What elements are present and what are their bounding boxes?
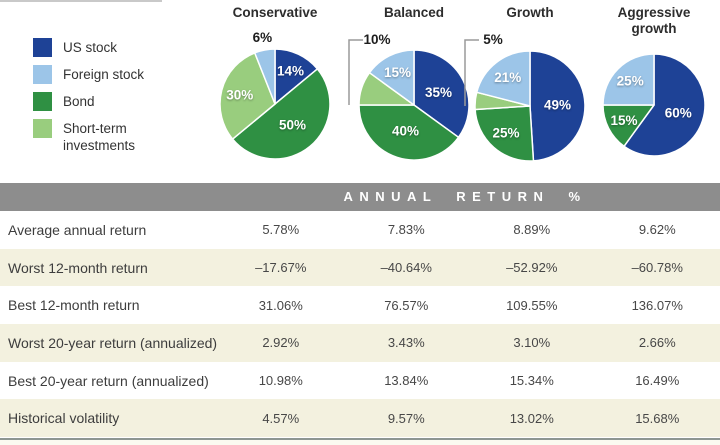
table-row-worst-20-year-return-annualized: Worst 20-year return (annualized) 2.92% 3.… — [0, 324, 720, 362]
legend-label: Short-term investments — [63, 121, 136, 153]
slice-label-bond: 40% — [392, 124, 419, 139]
outside-label-short-term-investments: 10% — [363, 32, 390, 47]
pie-chart-growth: 49% 25% 5% 21% — [464, 32, 586, 162]
row-value-conservative: 4.57% — [262, 410, 300, 426]
legend-label: Foreign stock — [63, 67, 145, 82]
row-value-balanced: –40.64% — [380, 260, 432, 276]
pie-chart-balanced: 35% 40% 10% 15% — [348, 32, 470, 161]
row-label: Best 20-year return (annualized) — [8, 372, 209, 389]
row-value-aggressive-growth: 16.49% — [635, 373, 680, 389]
row-value-conservative: 2.92% — [262, 335, 300, 351]
legend-swatch-short-term-investments — [33, 119, 52, 138]
row-label: Historical volatility — [8, 410, 120, 427]
row-value-growth: 13.02% — [509, 410, 554, 426]
pie-slice-bond — [474, 105, 535, 162]
table-row-worst-12-month-return: Worst 12-month return –17.67% –40.64% –52.9… — [0, 248, 720, 287]
row-value-growth: 8.89% — [513, 222, 551, 238]
pie-title-growth: Growth — [506, 5, 554, 20]
slice-label-bond: 25% — [492, 126, 519, 141]
pie-slice-bond — [602, 104, 655, 148]
pie-slice-us-stock — [623, 53, 706, 157]
pie-title-balanced: Balanced — [383, 5, 445, 20]
pie-chart-conservative: 14% 50% 30% 6% — [219, 30, 331, 160]
row-label: Average annual return — [8, 221, 147, 238]
row-value-balanced: 9.57% — [387, 410, 425, 426]
callout-line-short-term-investments — [348, 39, 363, 105]
row-value-balanced: 13.84% — [384, 373, 429, 389]
pie-slice-us-stock — [529, 50, 586, 162]
row-label: Worst 20-year return (annualized) — [8, 334, 218, 351]
top-rule — [0, 0, 162, 2]
table-row-best-12-month-return: Best 12-month return 31.06% 76.57% 109.55% 1… — [0, 286, 720, 325]
slice-label-foreign-stock: 21% — [494, 70, 521, 85]
bottom-strip — [0, 440, 720, 445]
slice-label-bond: 50% — [279, 118, 306, 133]
row-value-growth: 109.55% — [506, 297, 558, 313]
legend-item-short-term-investments: Short-term investments — [33, 119, 163, 154]
slice-label-us-stock: 35% — [425, 85, 452, 100]
legend-label: Bond — [63, 94, 95, 109]
legend-swatch-foreign-stock — [33, 65, 52, 84]
row-value-growth: 15.34% — [509, 373, 554, 389]
table-row-historical-volatility: Historical volatility 4.57% 9.57% 13.02% 15.… — [0, 399, 720, 438]
pie-slice-foreign-stock — [475, 50, 531, 107]
row-label: Worst 12-month return — [8, 259, 148, 276]
pie-slice-foreign-stock — [602, 53, 655, 106]
row-value-balanced: 76.57% — [384, 297, 429, 313]
row-value-balanced: 7.83% — [387, 222, 425, 238]
legend-swatch-bond — [33, 92, 52, 111]
pie-title-conservative: Conservative — [232, 5, 318, 20]
legend-label: US stock — [63, 40, 118, 55]
table-row-average-annual-return: Average annual return 5.78% 7.83% 8.89% 9.62… — [0, 211, 720, 249]
slice-label-bond: 15% — [610, 113, 637, 128]
legend-item-foreign-stock: Foreign stock — [33, 65, 163, 84]
slice-label-foreign-stock: 25% — [617, 74, 644, 89]
row-value-conservative: 10.98% — [258, 373, 303, 389]
pie-slice-foreign-stock — [368, 49, 415, 106]
pie-slice-foreign-stock — [254, 48, 276, 105]
row-value-aggressive-growth: 136.07% — [631, 297, 683, 313]
pie-title-aggressive-growth: Aggressive growth — [617, 5, 691, 36]
annual-return-band: ANNUAL RETURN % — [0, 183, 720, 211]
row-value-balanced: 3.43% — [387, 335, 425, 351]
legend-swatch-us-stock — [33, 38, 52, 57]
row-value-conservative: 31.06% — [258, 297, 303, 313]
callout-line-short-term-investments — [464, 39, 479, 106]
pie-chart-aggressive-growth: 60% 15% 25% — [602, 53, 706, 157]
row-value-aggressive-growth: –60.78% — [631, 260, 683, 276]
slice-label-us-stock: 49% — [544, 98, 571, 113]
pie-slice-bond — [358, 104, 460, 161]
row-value-growth: –52.92% — [506, 260, 558, 276]
slice-label-us-stock: 14% — [277, 64, 304, 79]
allocation-legend: US stock Foreign stock Bond Short-term inve… — [33, 38, 163, 162]
outside-label-short-term-investments: 5% — [483, 32, 503, 47]
slice-label-short-term-investments: 30% — [226, 88, 253, 103]
legend-item-us-stock: US stock — [33, 38, 163, 57]
pie-slice-short-term-investments — [219, 52, 276, 140]
row-value-aggressive-growth: 9.62% — [638, 222, 676, 238]
row-value-aggressive-growth: 15.68% — [635, 410, 680, 426]
bottom-rule — [0, 438, 720, 440]
row-value-aggressive-growth: 2.66% — [638, 335, 676, 351]
row-value-growth: 3.10% — [513, 335, 551, 351]
annual-return-band-title: ANNUAL RETURN % — [343, 189, 587, 204]
annual-return-table: Average annual return 5.78% 7.83% 8.89% 9.62… — [0, 211, 720, 438]
slice-label-us-stock: 60% — [665, 105, 692, 120]
row-value-conservative: 5.78% — [262, 222, 300, 238]
row-label: Best 12-month return — [8, 297, 140, 314]
slice-label-foreign-stock: 15% — [384, 65, 411, 80]
outside-label-foreign-stock: 6% — [253, 30, 273, 45]
table-row-best-20-year-return-annualized: Best 20-year return (annualized) 10.98% 13… — [0, 361, 720, 400]
pie-slice-us-stock — [413, 49, 470, 139]
row-value-conservative: –17.67% — [255, 260, 307, 276]
pie-slice-bond — [231, 68, 331, 160]
legend-item-bond: Bond — [33, 92, 163, 111]
